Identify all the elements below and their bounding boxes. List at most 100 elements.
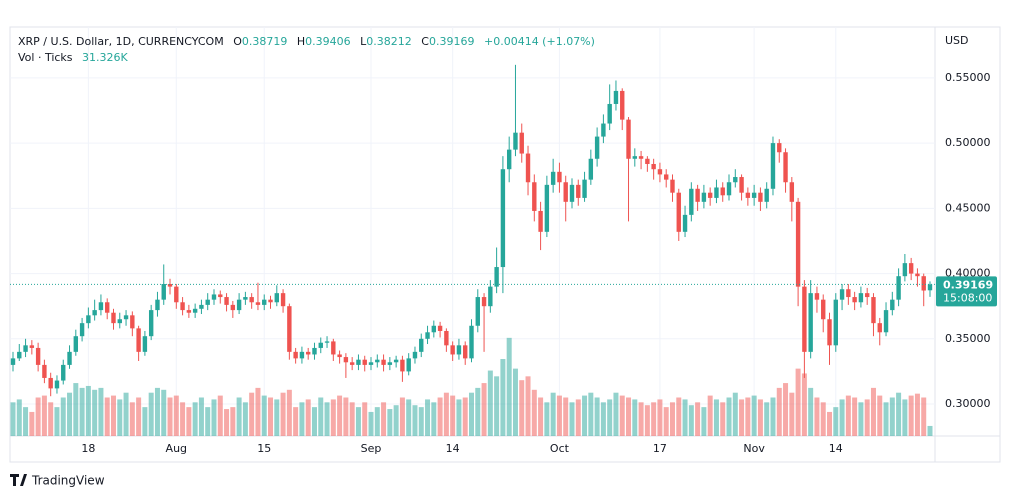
volume-bar [902,399,908,436]
candle-body [852,297,857,303]
volume-bar [789,392,795,436]
volume-bar [161,389,167,436]
candle-body [10,358,16,365]
candle-body [601,123,606,137]
countdown: 15:08:00 [943,291,992,304]
volume-bar [54,407,60,436]
candle-body [349,362,355,365]
candle-body [343,357,349,363]
candle-body [783,152,788,183]
volume-bars [10,337,933,436]
volume-bar [349,402,355,436]
candle-body [312,347,317,355]
volume-bar [29,411,35,436]
candle-body [795,201,801,287]
candle-body [199,304,204,309]
volume-bar [839,399,845,436]
volume-bar [921,397,927,436]
candle-body [707,192,713,198]
candle-body [98,302,104,311]
candle-body [236,299,242,311]
candle-body [720,187,725,196]
volume-bar [425,399,431,436]
candle-body [305,351,311,355]
candle-body [92,310,97,316]
volume-bar [481,383,487,436]
volume-bar [732,392,738,436]
volume-bar [877,395,883,436]
candle-body [174,286,179,303]
volume-bar [186,407,192,436]
candle-body [569,184,575,202]
volume-bar [801,373,807,436]
candle-body [858,293,864,303]
volume-bar [864,399,870,436]
volume-bar [98,387,104,436]
volume-bar [16,399,22,436]
volume-bar [406,399,412,436]
volume-bar [858,402,864,436]
candle-body [500,169,506,268]
ohlc-value: 0.39406 [305,35,351,48]
volume-bar [381,402,387,436]
volume-bar [550,392,556,436]
volume-bar [632,399,638,436]
candle-body [620,90,625,120]
candle-body [111,312,116,324]
candle-body [406,358,411,372]
candle-body [130,315,135,329]
candle-body [532,182,537,211]
candle-body [519,132,524,154]
volume-bar [563,397,569,436]
candle-body [814,293,820,300]
candle-body [54,380,60,389]
volume-bar [148,392,154,436]
volume-bar [249,392,255,436]
candle-body [770,143,776,189]
volume-bar [651,402,657,436]
ohlc-letter: L [360,35,367,48]
candle-body [274,293,279,303]
candle-body [821,299,826,320]
candle-body [224,297,229,305]
volume-bar [475,387,481,436]
ohlc-letter: C [421,35,429,48]
ohlc-value: 0.38212 [366,35,412,48]
candle-body [802,286,807,352]
candle-body [211,294,217,300]
volume-bar [726,397,732,436]
volume-bar [538,397,544,436]
volume-bar [739,399,745,436]
volume-bar [274,399,280,436]
candle-body [494,267,499,287]
y-tick-label: 0.55000 [945,71,991,84]
volume-bar [399,397,405,436]
candle-body [444,330,449,346]
volume-bar [820,402,826,436]
volume-bar [644,405,650,436]
volume-bar [669,402,675,436]
volume-bar [575,399,581,436]
volume-bar [230,407,236,436]
candle-body [513,132,518,150]
volume-bar [167,397,173,436]
volume-bar [808,387,814,436]
volume-bar [255,387,261,436]
candle-body [745,192,751,198]
symbol-title: XRP / U.S. Dollar, 1D, CURRENCYCOM [18,35,224,48]
volume-bar [795,368,801,436]
candle-body [280,293,286,307]
candle-body [613,90,619,104]
volume-bar [104,397,110,436]
candle-body [927,284,933,291]
candle-body [148,310,154,337]
volume-bar [512,368,518,436]
volume-bar [48,402,54,436]
volume-bar [588,392,594,436]
ohlc-letter: H [296,35,306,48]
candle-body [331,341,336,355]
candle-body [23,345,28,352]
candle-body [161,284,166,300]
volume-bar [142,407,148,436]
last-price-label: 0.39169 [943,278,993,291]
